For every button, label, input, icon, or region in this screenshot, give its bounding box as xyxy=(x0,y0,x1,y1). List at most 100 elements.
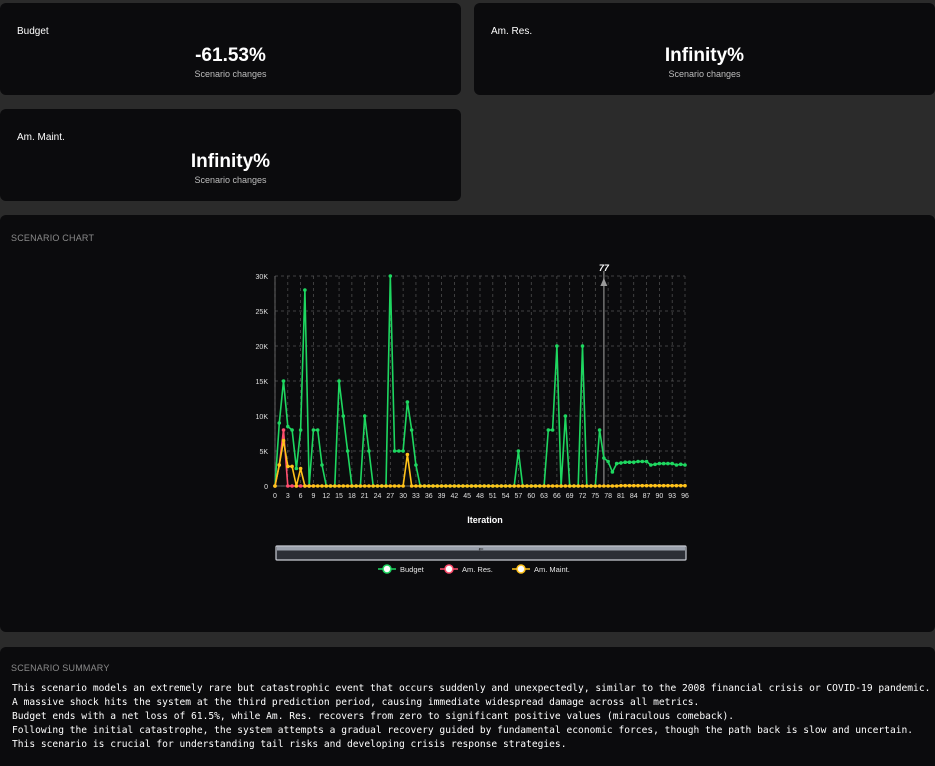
x-tick-label: 51 xyxy=(489,493,497,500)
data-point xyxy=(290,428,294,432)
data-point xyxy=(614,461,619,466)
data-point xyxy=(550,428,555,432)
x-tick-label: 12 xyxy=(322,493,330,500)
data-point xyxy=(414,484,418,488)
data-point xyxy=(315,428,320,432)
x-tick-label: 3 xyxy=(286,493,290,500)
data-point xyxy=(567,484,572,488)
data-point xyxy=(281,428,286,432)
data-point xyxy=(584,484,589,488)
x-tick-label: 93 xyxy=(668,493,676,500)
data-point xyxy=(337,379,341,383)
data-point xyxy=(277,463,282,467)
x-tick-label: 69 xyxy=(566,493,574,500)
data-point xyxy=(328,484,333,488)
x-tick-label: 78 xyxy=(604,493,612,500)
data-point xyxy=(661,461,666,466)
data-point xyxy=(448,484,452,488)
data-point xyxy=(409,484,414,488)
data-point xyxy=(631,460,636,464)
data-point xyxy=(388,484,393,488)
summary-line: A massive shock hits the system at the t… xyxy=(12,697,700,708)
data-point xyxy=(414,463,418,467)
data-point xyxy=(298,484,303,488)
data-point xyxy=(546,428,551,432)
x-tick-label: 36 xyxy=(425,493,433,500)
data-point xyxy=(666,483,670,488)
data-point xyxy=(627,483,632,488)
data-point xyxy=(362,484,367,488)
data-point xyxy=(555,484,559,488)
data-point xyxy=(286,464,290,469)
data-point xyxy=(426,484,431,488)
data-point xyxy=(303,288,307,292)
data-point xyxy=(619,483,623,488)
kpi-value: -61.53% xyxy=(195,45,266,66)
data-point xyxy=(435,484,440,488)
x-tick-label: 9 xyxy=(311,493,315,500)
x-tick-label: 39 xyxy=(438,493,446,500)
data-point xyxy=(298,428,303,432)
data-point xyxy=(555,344,559,348)
y-tick-label: 0 xyxy=(264,484,268,491)
x-tick-label: 6 xyxy=(299,493,303,500)
data-point xyxy=(418,484,423,488)
data-point xyxy=(473,484,478,488)
kpi-subtitle: Scenario changes xyxy=(194,175,267,185)
data-point xyxy=(666,461,670,466)
kpi-label: Budget xyxy=(17,26,49,37)
data-point xyxy=(294,466,299,471)
data-point xyxy=(320,463,324,467)
x-tick-label: 54 xyxy=(502,493,510,500)
data-point xyxy=(311,484,316,488)
data-point xyxy=(563,414,568,418)
legend-label: Am. Res. xyxy=(462,565,493,574)
y-tick-label: 15K xyxy=(256,379,269,386)
range-slider-handle-icon: ⇐ xyxy=(478,546,483,553)
data-point xyxy=(589,484,593,488)
data-point xyxy=(307,484,311,488)
data-point xyxy=(636,483,640,488)
data-point xyxy=(580,484,585,488)
data-point xyxy=(640,483,645,488)
data-point xyxy=(503,484,508,488)
x-tick-label: 33 xyxy=(412,493,420,500)
y-tick-label: 25K xyxy=(256,309,269,316)
x-tick-label: 48 xyxy=(476,493,484,500)
data-point xyxy=(290,464,294,469)
x-tick-label: 90 xyxy=(655,493,663,500)
x-tick-label: 66 xyxy=(553,493,561,500)
data-point xyxy=(597,428,602,432)
marker-arrow xyxy=(600,278,608,286)
data-point xyxy=(572,484,576,488)
data-point xyxy=(379,484,384,488)
data-point xyxy=(627,460,632,464)
x-tick-label: 18 xyxy=(348,493,356,500)
summary-line: Following the initial catastrophe, the s… xyxy=(12,725,914,736)
data-point xyxy=(273,484,277,488)
data-point xyxy=(593,484,598,488)
x-tick-label: 96 xyxy=(681,493,689,500)
data-point xyxy=(495,484,499,488)
data-point xyxy=(636,459,640,464)
data-point xyxy=(606,484,610,488)
data-point xyxy=(290,484,294,488)
data-point xyxy=(602,484,606,488)
x-tick-label: 45 xyxy=(463,493,471,500)
data-point xyxy=(623,483,628,488)
data-point xyxy=(367,484,371,488)
y-tick-label: 20K xyxy=(256,344,269,351)
kpi-subtitle: Scenario changes xyxy=(668,69,741,79)
data-point xyxy=(657,483,662,488)
data-point xyxy=(576,484,581,488)
data-point xyxy=(311,428,316,432)
y-tick-label: 10K xyxy=(256,414,269,421)
data-point xyxy=(499,484,504,488)
data-point xyxy=(644,483,649,488)
data-point xyxy=(559,484,563,488)
summary-section-title: SCENARIO SUMMARY xyxy=(11,663,110,673)
data-point xyxy=(375,484,380,488)
data-point xyxy=(516,449,521,453)
data-point xyxy=(388,274,393,278)
